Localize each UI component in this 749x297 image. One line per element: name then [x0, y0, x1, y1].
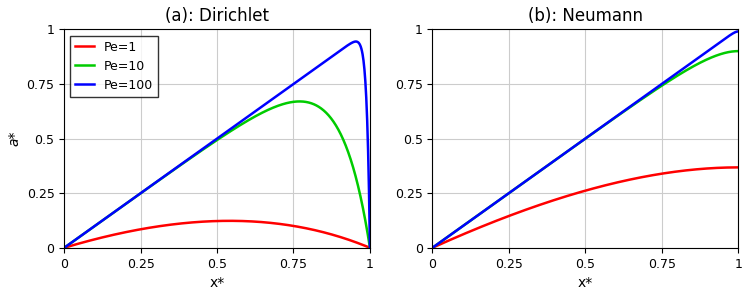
- Line: Pe=100: Pe=100: [64, 42, 370, 248]
- Pe=100: [733, 30, 742, 33]
- Line: Pe=10: Pe=10: [432, 51, 738, 248]
- X-axis label: x*: x*: [577, 276, 593, 290]
- Y-axis label: a*: a*: [7, 131, 21, 146]
- Pe=10: [551, 158, 560, 161]
- Pe=100: [351, 40, 360, 43]
- Pe=1: [195, 220, 204, 224]
- Line: Pe=1: Pe=1: [432, 168, 738, 248]
- Pe=10: [638, 97, 647, 100]
- Pe=1: [60, 246, 69, 249]
- Pe=1: [270, 222, 279, 225]
- Pe=10: [562, 150, 571, 154]
- Pe=1: [562, 194, 571, 198]
- Pe=100: [672, 72, 681, 75]
- Pe=10: [459, 224, 468, 227]
- Pe=10: [672, 75, 681, 78]
- Pe=1: [366, 246, 374, 249]
- Pe=1: [91, 237, 100, 241]
- Pe=10: [295, 100, 304, 103]
- X-axis label: x*: x*: [210, 276, 225, 290]
- Pe=1: [551, 198, 560, 201]
- Pe=100: [667, 76, 676, 79]
- Pe=1: [733, 166, 742, 169]
- Line: Pe=1: Pe=1: [64, 221, 370, 248]
- Pe=1: [225, 219, 234, 223]
- Pe=100: [195, 150, 204, 153]
- Pe=1: [304, 227, 313, 230]
- Pe=1: [184, 221, 192, 225]
- Pe=10: [428, 246, 437, 249]
- Pe=100: [303, 72, 312, 75]
- Pe=100: [270, 96, 279, 99]
- Pe=100: [428, 246, 437, 249]
- Pe=10: [60, 246, 69, 249]
- Pe=10: [91, 224, 100, 227]
- Title: (b): Neumann: (b): Neumann: [528, 7, 643, 25]
- Pe=10: [366, 246, 374, 249]
- Pe=1: [428, 246, 437, 249]
- Legend: Pe=1, Pe=10, Pe=100: Pe=1, Pe=10, Pe=100: [70, 36, 159, 97]
- Pe=100: [366, 246, 374, 249]
- Pe=1: [638, 175, 647, 179]
- Pe=10: [184, 158, 192, 162]
- Line: Pe=100: Pe=100: [432, 31, 738, 248]
- Pe=10: [195, 151, 204, 154]
- Pe=100: [459, 224, 468, 227]
- Pe=1: [298, 226, 307, 229]
- Pe=1: [459, 232, 468, 236]
- Title: (a): Dirichlet: (a): Dirichlet: [165, 7, 269, 25]
- Pe=100: [638, 96, 647, 99]
- Pe=10: [270, 105, 279, 109]
- Pe=10: [667, 78, 676, 82]
- Pe=100: [184, 158, 192, 161]
- Pe=100: [298, 76, 307, 79]
- Pe=100: [60, 246, 69, 249]
- Line: Pe=10: Pe=10: [64, 102, 370, 248]
- Pe=100: [91, 224, 100, 227]
- Pe=100: [551, 158, 560, 161]
- Pe=1: [667, 170, 676, 174]
- Pe=100: [562, 150, 571, 153]
- Pe=10: [298, 100, 307, 103]
- Pe=1: [672, 170, 681, 173]
- Pe=10: [304, 101, 313, 104]
- Pe=10: [733, 49, 742, 53]
